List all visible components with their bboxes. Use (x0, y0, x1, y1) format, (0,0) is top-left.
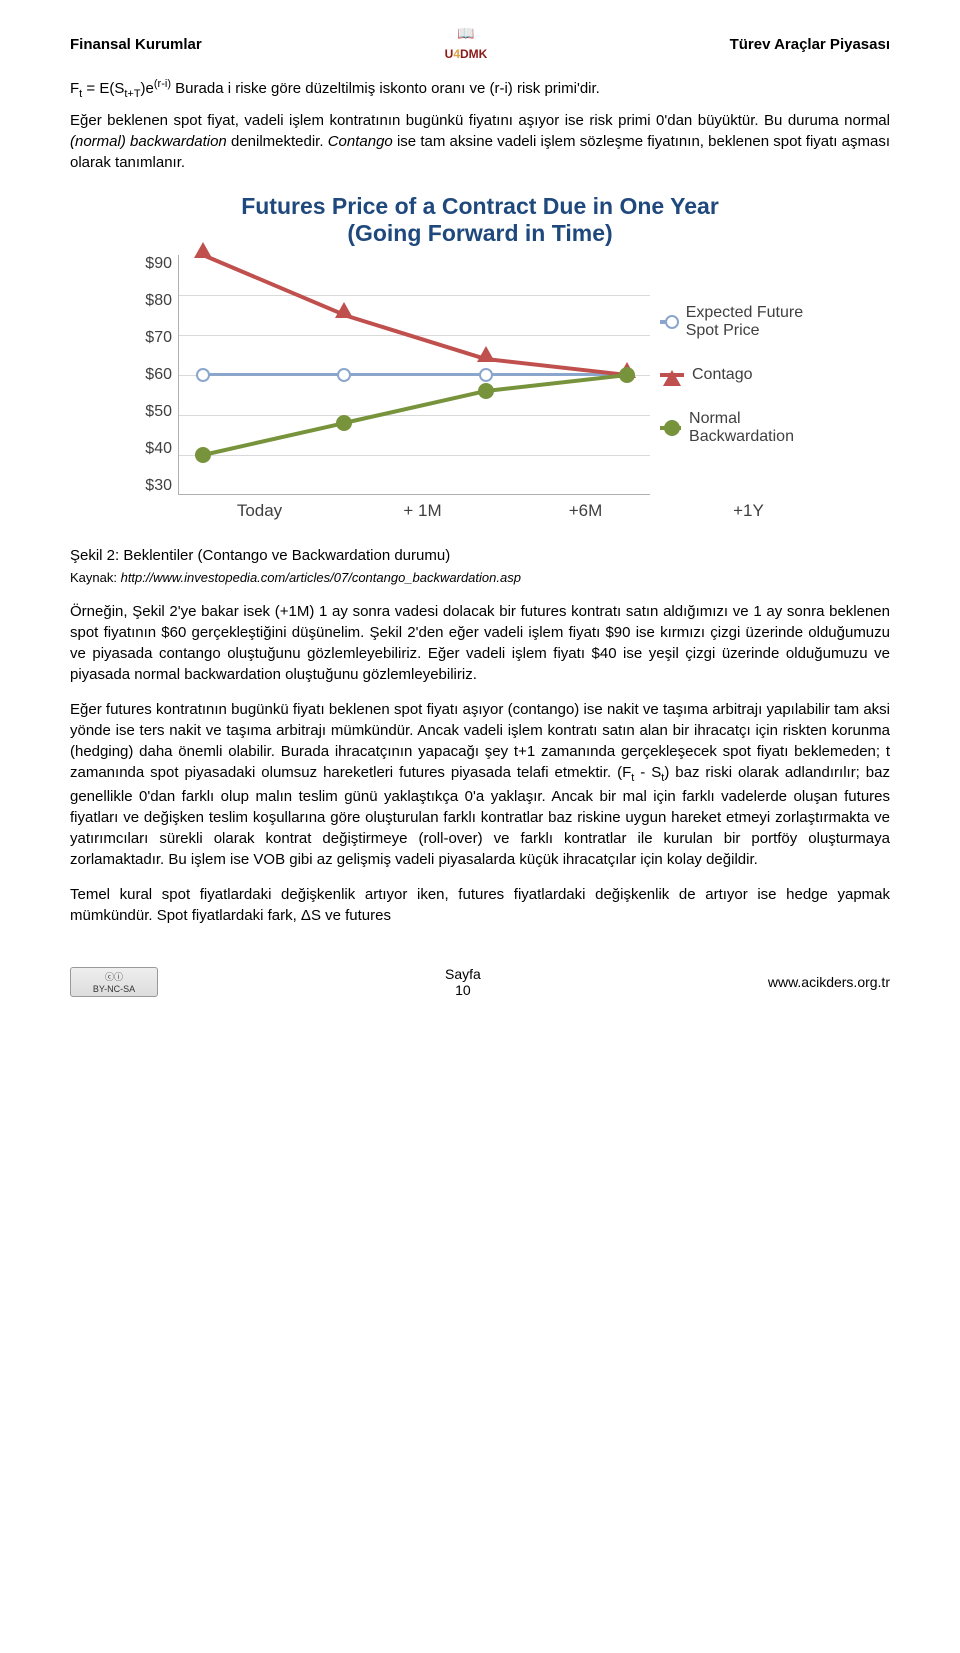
footer-url: www.acikders.org.tr (768, 974, 890, 990)
svg-text:U4DMK: U4DMK (444, 47, 487, 61)
y-tick-label: $90 (145, 255, 172, 273)
series-marker (336, 415, 352, 431)
header-logo: 📖 U4DMK (438, 24, 494, 64)
series-segment (202, 253, 345, 317)
series-marker (195, 447, 211, 463)
series-segment (202, 421, 344, 457)
series-segment (203, 373, 345, 376)
series-marker (477, 346, 495, 362)
svg-text:📖: 📖 (457, 25, 474, 41)
series-marker (194, 242, 212, 258)
series-marker (479, 368, 493, 382)
series-marker (478, 383, 494, 399)
gridline (179, 295, 650, 296)
series-marker (619, 367, 635, 383)
figure-caption: Şekil 2: Beklentiler (Contango ve Backwa… (70, 547, 890, 564)
y-tick-label: $30 (145, 477, 172, 495)
series-segment (344, 373, 486, 376)
x-tick-label: +1Y (667, 501, 830, 521)
legend: Expected Future Spot Price Contago Normal … (650, 255, 830, 495)
figure-source: Kaynak: http://www.investopedia.com/arti… (70, 570, 890, 585)
legend-item: Contago (660, 366, 830, 384)
y-axis: $90 $80 $70 $60 $50 $40 $30 (130, 255, 178, 495)
chart-area: $90 $80 $70 $60 $50 $40 $30 Expected Future Sp… (130, 255, 830, 495)
y-tick-label: $80 (145, 292, 172, 310)
formula-tail: Burada i riske göre düzeltilmiş iskonto … (171, 80, 600, 97)
page-number: Sayfa 10 (445, 966, 481, 998)
paragraph-2: Örneğin, Şekil 2'ye bakar isek (+1M) 1 a… (70, 601, 890, 685)
series-marker (337, 368, 351, 382)
formula-sub: t+T (124, 88, 140, 100)
page-label: Sayfa (445, 966, 481, 982)
series-segment (344, 313, 487, 361)
formula-sup: (r-i) (154, 78, 171, 90)
page-no-value: 10 (455, 982, 471, 998)
chart-title: Futures Price of a Contract Due in One Y… (130, 193, 830, 247)
x-axis: Today+ 1M+6M+1Y (178, 501, 830, 521)
x-tick-label: Today (178, 501, 341, 521)
formula-part: F (70, 80, 79, 97)
source-prefix: Kaynak: (70, 570, 121, 585)
paragraph-3: Eğer futures kontratının bugünkü fiyatı … (70, 699, 890, 870)
source-url: http://www.investopedia.com/articles/07/… (121, 570, 521, 585)
paragraph-4: Temel kural spot fiyatlardaki değişkenli… (70, 884, 890, 926)
cc-badge-icon: ⓒⓘBY-NC-SA (70, 967, 158, 997)
page-footer: ⓒⓘBY-NC-SA Sayfa 10 www.acikders.org.tr (70, 966, 890, 998)
header-right: Türev Araçlar Piyasası (730, 36, 890, 53)
futures-chart: Futures Price of a Contract Due in One Y… (130, 193, 830, 521)
header-left: Finansal Kurumlar (70, 36, 202, 53)
series-marker (196, 368, 210, 382)
x-tick-label: +6M (504, 501, 667, 521)
legend-item: Expected Future Spot Price (660, 304, 830, 340)
chart-title-line1: Futures Price of a Contract Due in One Y… (130, 193, 830, 220)
y-tick-label: $50 (145, 403, 172, 421)
gridline (179, 455, 650, 456)
legend-item: Normal Backwardation (660, 410, 830, 446)
series-segment (344, 389, 486, 425)
book-logo-icon: 📖 U4DMK (438, 24, 494, 64)
x-tick-label: + 1M (341, 501, 504, 521)
series-marker (335, 302, 353, 318)
para3-part: - S (634, 764, 661, 781)
chart-title-line2: (Going Forward in Time) (130, 220, 830, 247)
formula-part: = E(S (82, 80, 124, 97)
paragraph-1: Eğer beklenen spot fiyat, vadeli işlem k… (70, 110, 890, 173)
y-tick-label: $70 (145, 329, 172, 347)
gridline (179, 415, 650, 416)
plot-area (178, 255, 650, 495)
formula-part: )e (141, 80, 154, 97)
page-header: Finansal Kurumlar 📖 U4DMK Türev Araçlar … (70, 24, 890, 64)
y-tick-label: $40 (145, 440, 172, 458)
formula-line: Ft = E(St+T)e(r-i) Burada i riske göre d… (70, 78, 890, 100)
y-tick-label: $60 (145, 366, 172, 384)
series-segment (486, 373, 628, 393)
